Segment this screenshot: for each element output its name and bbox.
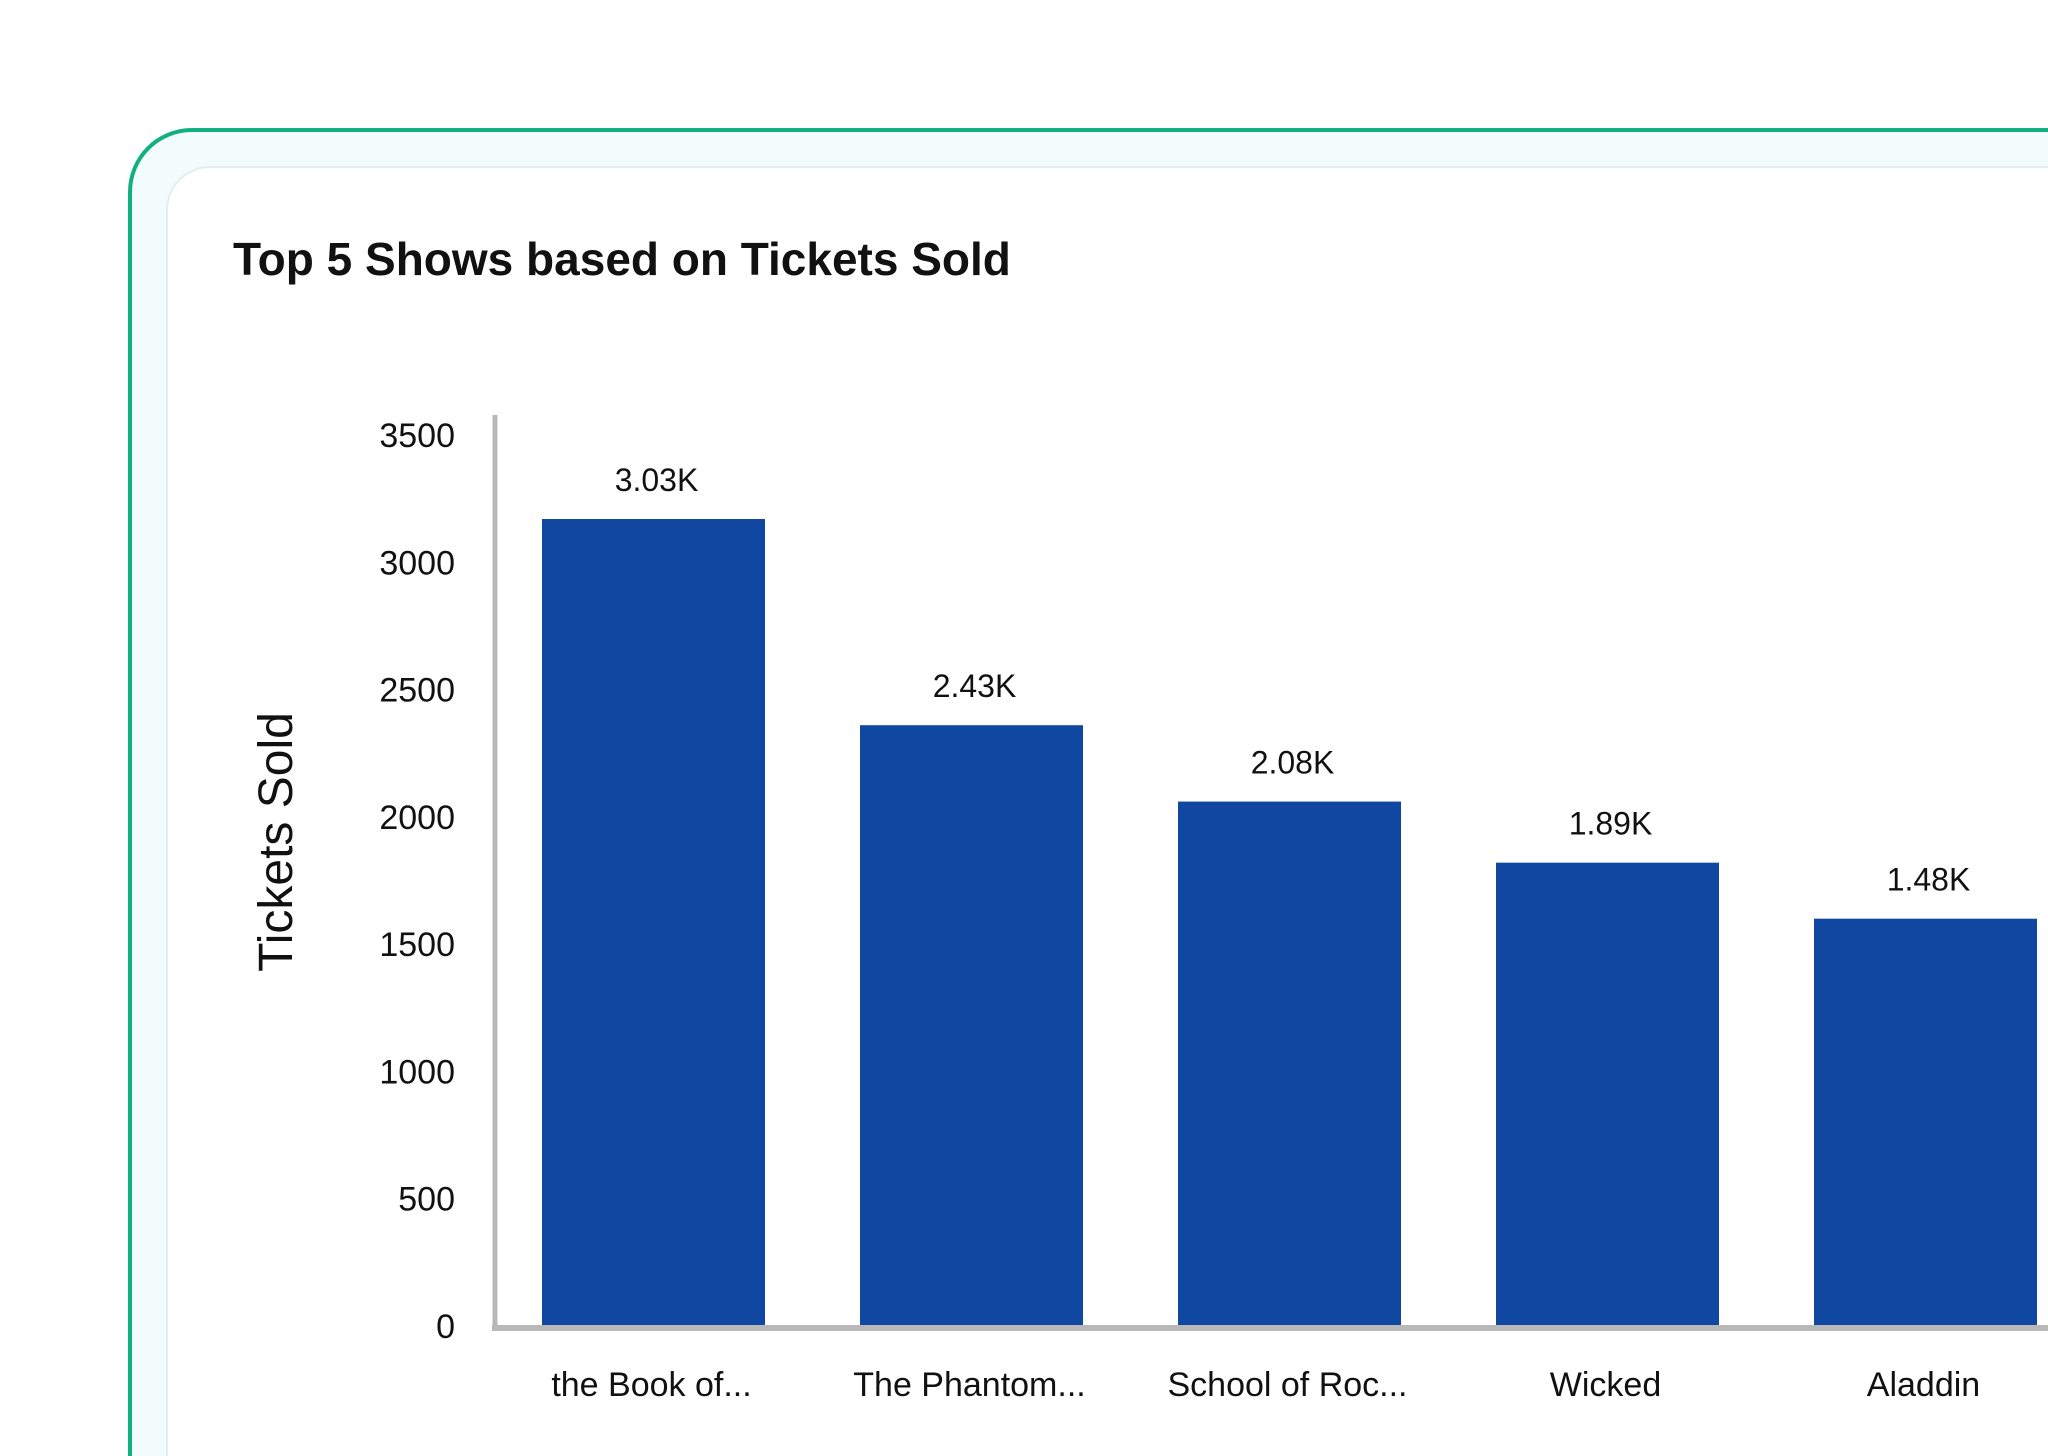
bar[interactable] <box>1814 918 2037 1326</box>
x-tick-label: Aladdin <box>1867 1366 1980 1404</box>
bar[interactable] <box>860 725 1083 1326</box>
chart-title: Top 5 Shows based on Tickets Sold <box>233 233 1011 285</box>
x-tick-label: Wicked <box>1550 1366 1661 1404</box>
chart-card <box>166 166 2048 1456</box>
y-tick-label: 0 <box>436 1308 455 1346</box>
y-tick-label: 2500 <box>379 672 455 710</box>
x-tick-label: the Book of... <box>551 1366 751 1404</box>
y-tick-label: 1500 <box>379 926 455 964</box>
y-tick-label: 3500 <box>379 417 455 455</box>
data-label: 1.89K <box>1569 806 1653 842</box>
bar[interactable] <box>542 519 765 1326</box>
data-label: 2.08K <box>1251 745 1335 781</box>
y-axis-label: Tickets Sold <box>250 712 303 972</box>
bar[interactable] <box>1496 862 1719 1326</box>
y-tick-label: 1000 <box>379 1053 455 1091</box>
x-tick-label: School of Roc... <box>1167 1366 1407 1404</box>
data-label: 2.43K <box>933 668 1017 704</box>
bar[interactable] <box>1178 801 1401 1326</box>
data-label: 3.03K <box>615 462 699 498</box>
x-tick-label: The Phantom... <box>853 1366 1085 1404</box>
y-tick-label: 3000 <box>379 544 455 582</box>
y-tick-label: 2000 <box>379 799 455 837</box>
data-label: 1.48K <box>1887 862 1971 898</box>
y-tick-label: 500 <box>398 1181 455 1219</box>
